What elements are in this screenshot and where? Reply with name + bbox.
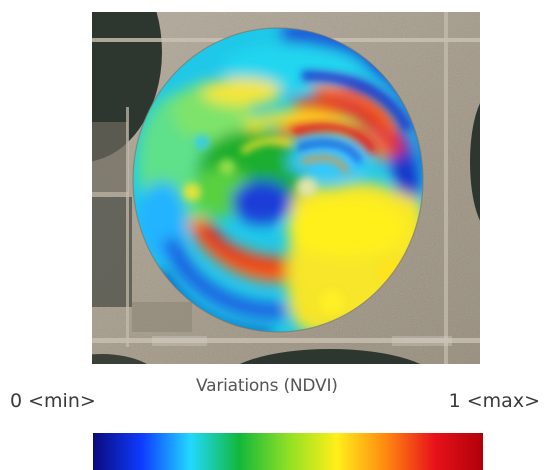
neighbor-field-bottom-left [92, 354, 147, 364]
plot-left-1 [92, 122, 128, 192]
ndvi-map [92, 12, 480, 364]
road-right [444, 12, 448, 364]
ndvi-color-scale-bar [93, 433, 483, 470]
legend-title: Variations (NDVI) [196, 376, 338, 396]
plot-left-2 [92, 197, 132, 307]
legend-min-label: 0 <min> [10, 390, 96, 412]
neighbor-field-right [470, 103, 480, 221]
neighbor-field-bottom [239, 349, 421, 364]
imagery-watermark-left [152, 336, 207, 346]
legend-max-label: 1 <max> [448, 390, 540, 412]
road-bottom [92, 338, 480, 343]
ndvi-field [133, 28, 423, 332]
plot-left-3 [132, 302, 192, 332]
field-border [132, 27, 424, 333]
imagery-watermark-right [392, 336, 452, 346]
road-left [126, 107, 129, 347]
